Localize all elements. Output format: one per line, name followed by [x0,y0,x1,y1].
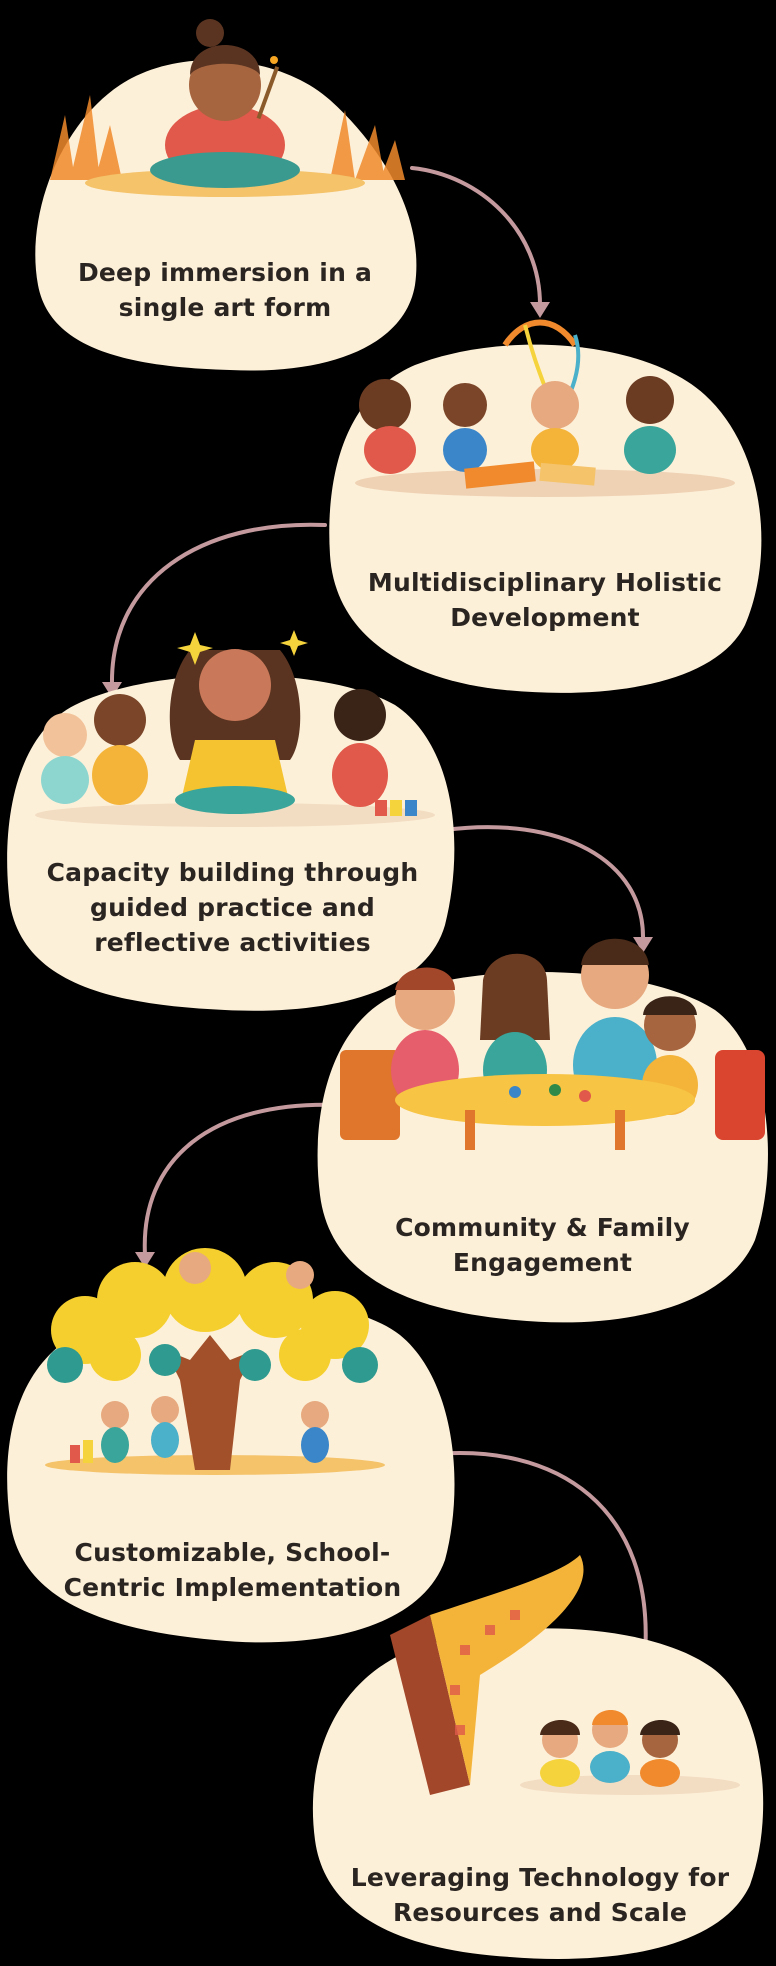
step-card-5: Customizable, School- Centric Implementa… [5,1248,460,1645]
step-card-2: Multidisciplinary Holistic Development [325,319,765,695]
family-table-illustration [340,938,765,1150]
step-6-caption: Leveraging Technology for Resources and … [310,1860,770,1930]
step-card-6: Leveraging Technology for Resources and … [310,1555,770,1960]
step-1-line-1: Deep immersion in a [77,258,373,287]
step-5-line-2: Centric Implementation [63,1573,402,1602]
step-card-4: Community & Family Engagement [315,938,770,1325]
children-crafting-illustration [355,319,735,497]
step-1-caption: Deep immersion in a single art form [30,255,420,325]
girl-painting-illustration [50,19,405,197]
step-6-line-2: Resources and Scale [392,1898,688,1927]
digital-book-illustration [390,1555,740,1795]
step-card-1: Deep immersion in a single art form [30,19,420,375]
card-background [35,59,417,371]
step-1-line-2: single art form [118,293,332,322]
step-2-line-1: Multidisciplinary Holistic [367,568,723,597]
step-2-line-2: Development [450,603,640,632]
step-6-line-1: Leveraging Technology for [350,1863,730,1892]
step-3-line-3: reflective activities [94,928,371,957]
step-3-line-1: Capacity building through [46,858,419,887]
step-5-caption: Customizable, School- Centric Implementa… [5,1535,460,1605]
tree-with-children-illustration [45,1248,385,1475]
step-5-line-1: Customizable, School- [74,1538,391,1567]
step-4-line-2: Engagement [452,1248,633,1277]
teacher-with-children-illustration [35,630,435,827]
step-2-caption: Multidisciplinary Holistic Development [325,565,765,635]
step-4-caption: Community & Family Engagement [315,1210,770,1280]
step-3-caption: Capacity building through guided practic… [5,855,460,960]
step-3-line-2: guided practice and [90,893,375,922]
step-card-3: Capacity building through guided practic… [5,630,460,1015]
step-4-line-1: Community & Family [395,1213,690,1242]
